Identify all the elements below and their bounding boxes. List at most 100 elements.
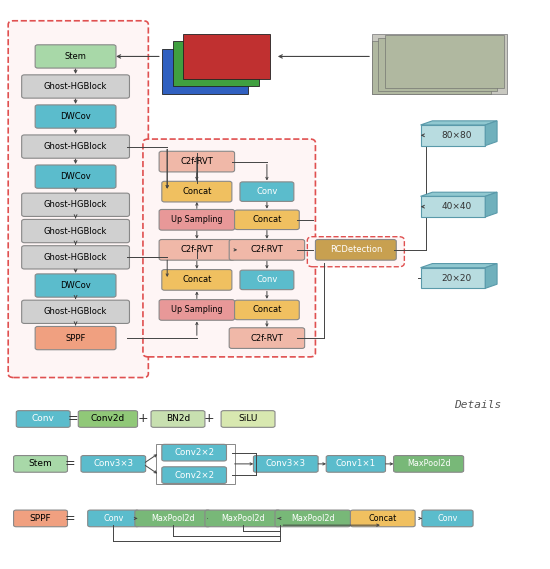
FancyBboxPatch shape <box>35 165 116 188</box>
Text: +: + <box>204 413 215 426</box>
FancyBboxPatch shape <box>16 411 70 427</box>
FancyBboxPatch shape <box>21 220 129 243</box>
FancyBboxPatch shape <box>35 327 116 350</box>
FancyBboxPatch shape <box>221 411 275 427</box>
FancyBboxPatch shape <box>235 300 299 320</box>
FancyBboxPatch shape <box>35 105 116 128</box>
Text: Conv: Conv <box>256 187 278 196</box>
Polygon shape <box>183 34 270 79</box>
FancyBboxPatch shape <box>159 151 235 172</box>
FancyBboxPatch shape <box>162 182 232 202</box>
Text: Conv2×2: Conv2×2 <box>174 448 214 457</box>
Polygon shape <box>421 121 497 125</box>
Polygon shape <box>173 42 259 86</box>
Polygon shape <box>421 125 485 146</box>
FancyBboxPatch shape <box>307 237 404 267</box>
FancyBboxPatch shape <box>350 510 415 527</box>
FancyBboxPatch shape <box>162 444 227 461</box>
Text: =: = <box>65 512 75 525</box>
FancyBboxPatch shape <box>159 300 235 320</box>
Polygon shape <box>421 196 485 217</box>
Text: Details: Details <box>454 400 502 410</box>
Text: Ghost-HGBlock: Ghost-HGBlock <box>44 142 107 151</box>
Text: C2f-RVT: C2f-RVT <box>180 157 213 166</box>
FancyBboxPatch shape <box>229 240 305 260</box>
FancyBboxPatch shape <box>143 139 316 357</box>
Text: 80×80: 80×80 <box>441 131 472 140</box>
FancyBboxPatch shape <box>385 35 504 88</box>
Polygon shape <box>421 192 497 196</box>
FancyBboxPatch shape <box>87 510 139 527</box>
Text: Stem: Stem <box>65 52 86 61</box>
Text: Concat: Concat <box>182 187 212 196</box>
FancyBboxPatch shape <box>254 456 318 472</box>
Text: SiLU: SiLU <box>238 414 258 423</box>
FancyBboxPatch shape <box>326 456 386 472</box>
Text: Conv: Conv <box>103 514 124 523</box>
FancyBboxPatch shape <box>378 39 497 91</box>
FancyBboxPatch shape <box>422 510 473 527</box>
FancyBboxPatch shape <box>159 209 235 230</box>
FancyBboxPatch shape <box>35 274 116 297</box>
Text: MaxPool2d: MaxPool2d <box>221 514 265 523</box>
Text: Ghost-HGBlock: Ghost-HGBlock <box>44 82 107 91</box>
FancyBboxPatch shape <box>229 328 305 348</box>
Text: MaxPool2d: MaxPool2d <box>291 514 334 523</box>
FancyBboxPatch shape <box>205 510 280 527</box>
Text: +: + <box>138 413 148 426</box>
Polygon shape <box>485 121 497 146</box>
Polygon shape <box>162 49 248 94</box>
Text: BN2d: BN2d <box>166 414 190 423</box>
Text: Concat: Concat <box>252 306 282 315</box>
Polygon shape <box>421 267 485 288</box>
Text: Conv2d: Conv2d <box>91 414 125 423</box>
Text: Up Sampling: Up Sampling <box>171 215 223 224</box>
Polygon shape <box>421 263 497 267</box>
FancyBboxPatch shape <box>240 182 294 201</box>
Text: C2f-RVT: C2f-RVT <box>251 333 283 343</box>
Text: Conv3×3: Conv3×3 <box>94 459 133 468</box>
FancyBboxPatch shape <box>162 467 227 484</box>
Text: SPPF: SPPF <box>30 514 51 523</box>
Text: =: = <box>68 413 78 426</box>
FancyBboxPatch shape <box>8 21 148 378</box>
Text: DWCov: DWCov <box>60 112 91 121</box>
FancyBboxPatch shape <box>372 42 491 94</box>
Text: Conv3×3: Conv3×3 <box>266 459 306 468</box>
FancyBboxPatch shape <box>21 193 129 216</box>
FancyBboxPatch shape <box>78 411 138 427</box>
FancyBboxPatch shape <box>240 270 294 290</box>
FancyBboxPatch shape <box>316 240 396 260</box>
FancyBboxPatch shape <box>81 456 146 472</box>
FancyBboxPatch shape <box>235 210 299 229</box>
Text: Concat: Concat <box>252 215 282 224</box>
FancyBboxPatch shape <box>159 240 235 260</box>
Text: Up Sampling: Up Sampling <box>171 306 223 315</box>
FancyBboxPatch shape <box>372 34 507 94</box>
Text: Ghost-HGBlock: Ghost-HGBlock <box>44 226 107 236</box>
FancyBboxPatch shape <box>275 510 350 527</box>
Text: DWCov: DWCov <box>60 281 91 290</box>
Text: Concat: Concat <box>368 514 397 523</box>
Text: C2f-RVT: C2f-RVT <box>251 245 283 254</box>
Text: 20×20: 20×20 <box>441 274 471 283</box>
Text: Concat: Concat <box>182 275 212 284</box>
Text: Ghost-HGBlock: Ghost-HGBlock <box>44 253 107 262</box>
Text: Ghost-HGBlock: Ghost-HGBlock <box>44 307 107 316</box>
FancyBboxPatch shape <box>162 270 232 290</box>
Text: 40×40: 40×40 <box>441 202 471 211</box>
FancyBboxPatch shape <box>35 45 116 68</box>
FancyBboxPatch shape <box>21 300 129 323</box>
Text: SPPF: SPPF <box>65 333 86 343</box>
Text: Stem: Stem <box>29 459 52 468</box>
Polygon shape <box>485 263 497 288</box>
FancyBboxPatch shape <box>394 456 464 472</box>
Text: MaxPool2d: MaxPool2d <box>407 459 450 468</box>
FancyBboxPatch shape <box>135 510 210 527</box>
Text: Conv: Conv <box>437 514 458 523</box>
Text: =: = <box>65 457 75 471</box>
Text: Conv2×2: Conv2×2 <box>174 471 214 480</box>
FancyBboxPatch shape <box>14 456 68 472</box>
Text: Conv1×1: Conv1×1 <box>336 459 376 468</box>
FancyBboxPatch shape <box>21 135 129 158</box>
